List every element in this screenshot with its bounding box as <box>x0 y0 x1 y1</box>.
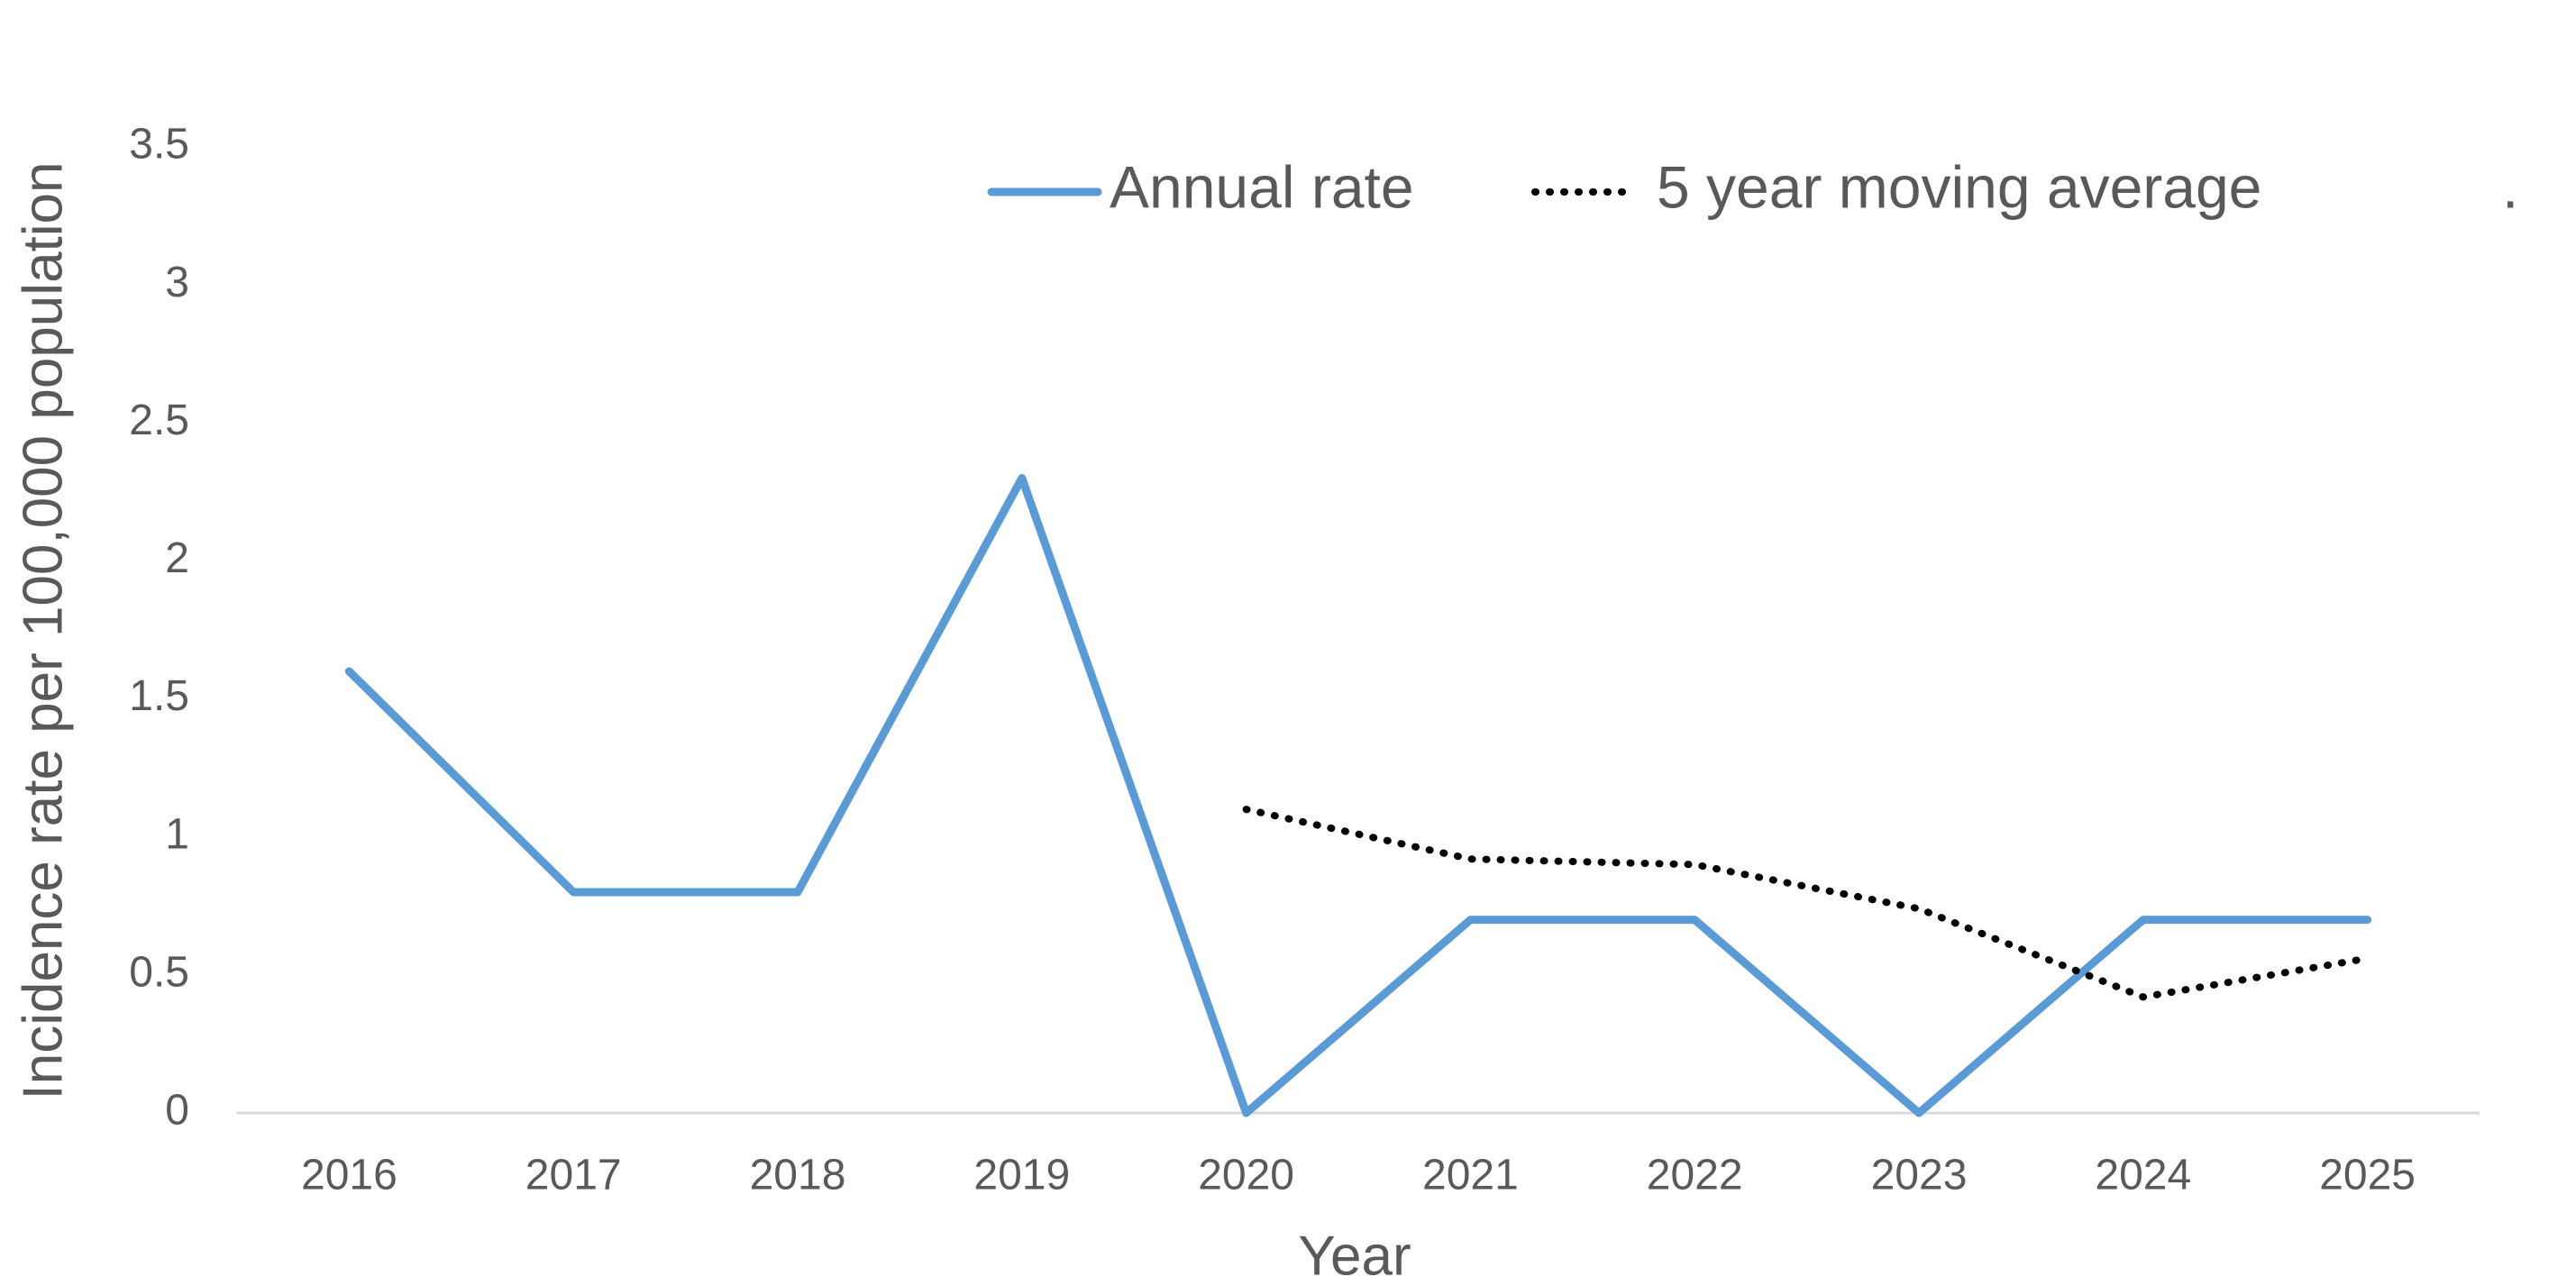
x-axis-title: Year <box>1298 1225 1411 1286</box>
y-tick-label: 3.5 <box>129 121 189 169</box>
y-tick-label: 3 <box>165 259 189 306</box>
x-tick-label: 2024 <box>2095 1152 2191 1199</box>
x-tick-label: 2017 <box>525 1152 622 1199</box>
x-tick-label: 2021 <box>1422 1152 1519 1199</box>
y-tick-label: 0.5 <box>129 949 189 997</box>
x-tick-label: 2022 <box>1647 1152 1743 1199</box>
legend-label: 5 year moving average <box>1657 153 2261 220</box>
y-tick-label: 1.5 <box>129 672 189 720</box>
series-line <box>1242 806 2371 1001</box>
x-tick-label: 2018 <box>750 1152 846 1199</box>
x-tick-label: 2025 <box>2319 1152 2416 1199</box>
y-axis-title: Incidence rate per 100,000 population <box>12 161 74 1099</box>
x-tick-label: 2023 <box>1871 1152 1968 1199</box>
y-tick-label: 2.5 <box>129 397 189 444</box>
x-tick-label: 2016 <box>301 1152 397 1199</box>
y-tick-label: 1 <box>165 810 189 858</box>
y-tick-label: 2 <box>165 534 189 582</box>
y-tick-label: 0 <box>165 1087 189 1135</box>
x-tick-label: 2019 <box>973 1152 1070 1199</box>
legend-label: . <box>2502 153 2518 220</box>
legend-label: Annual rate <box>1110 153 1414 220</box>
x-tick-label: 2020 <box>1198 1152 1294 1199</box>
series-line <box>344 474 2372 1117</box>
